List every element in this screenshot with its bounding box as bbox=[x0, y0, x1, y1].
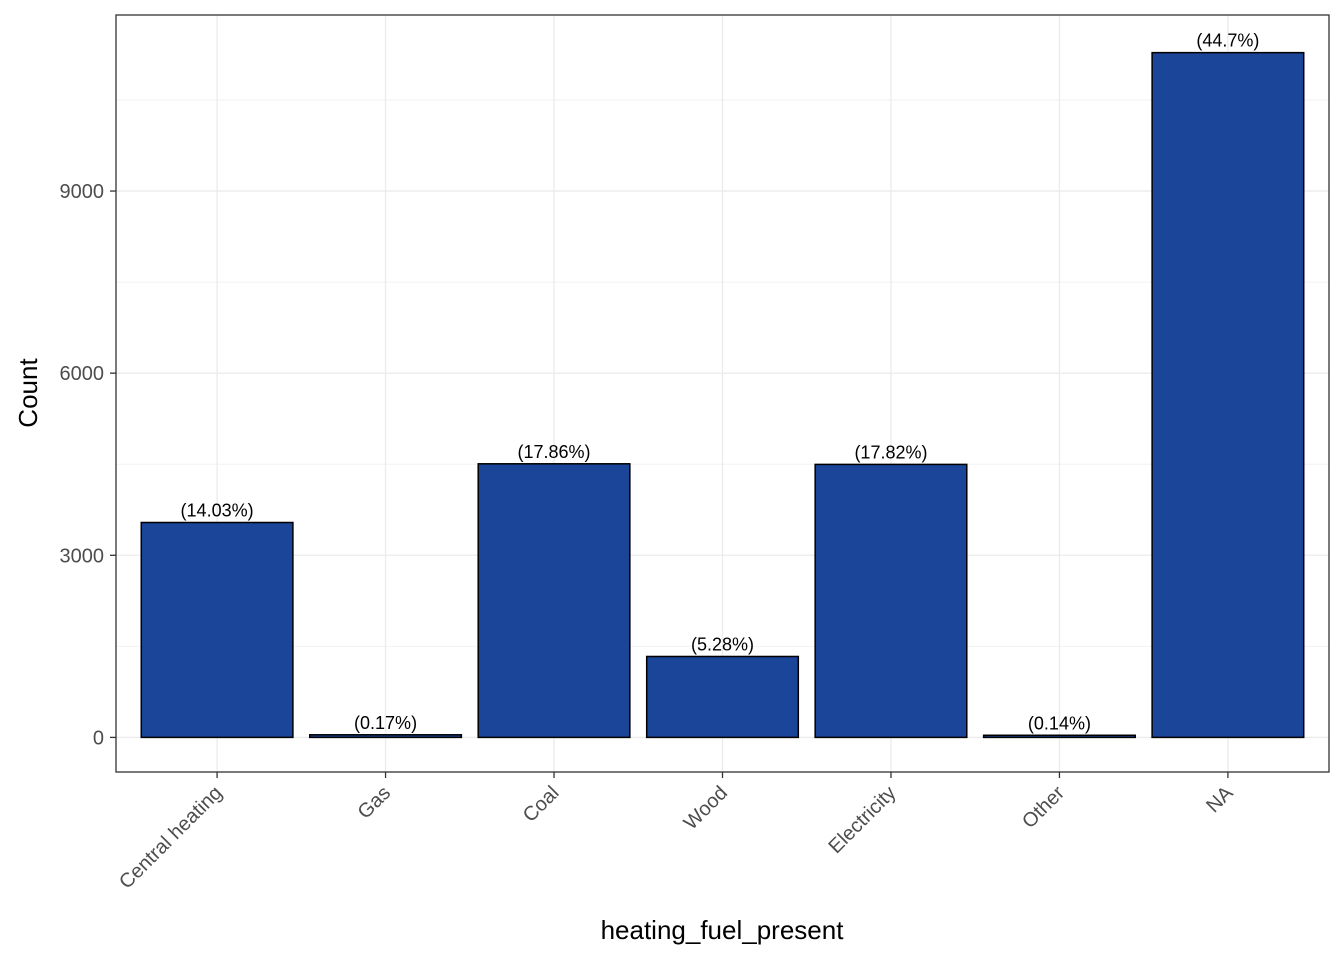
bar-na bbox=[1151, 51, 1305, 739]
data-label: (14.03%) bbox=[181, 500, 254, 520]
y-tick-label: 3000 bbox=[60, 545, 105, 567]
data-label: (17.86%) bbox=[518, 442, 591, 462]
y-tick-label: 0 bbox=[93, 727, 104, 749]
x-axis-title: heating_fuel_present bbox=[601, 915, 845, 945]
y-axis-title: Count bbox=[13, 358, 43, 428]
y-tick-label: 9000 bbox=[60, 181, 105, 203]
bar-other bbox=[982, 734, 1137, 739]
data-label: (0.17%) bbox=[354, 713, 417, 733]
bar-central-heating bbox=[140, 521, 294, 739]
data-label: (44.7%) bbox=[1196, 31, 1259, 51]
bar-wood bbox=[645, 655, 800, 739]
data-label: (0.14%) bbox=[1028, 713, 1091, 733]
y-axis-ticks: 0 3000 6000 9000 bbox=[60, 181, 116, 749]
data-labels: (14.03%) (0.17%) (17.86%) (5.28%) (17.82%) (0… bbox=[181, 31, 1260, 734]
bar-electricity bbox=[814, 463, 968, 739]
data-label: (17.82%) bbox=[854, 442, 927, 462]
bars bbox=[140, 51, 1305, 739]
bar-gas bbox=[308, 734, 463, 739]
data-label: (5.28%) bbox=[691, 634, 754, 654]
y-tick-label: 6000 bbox=[60, 363, 105, 385]
bar-coal bbox=[477, 463, 631, 739]
